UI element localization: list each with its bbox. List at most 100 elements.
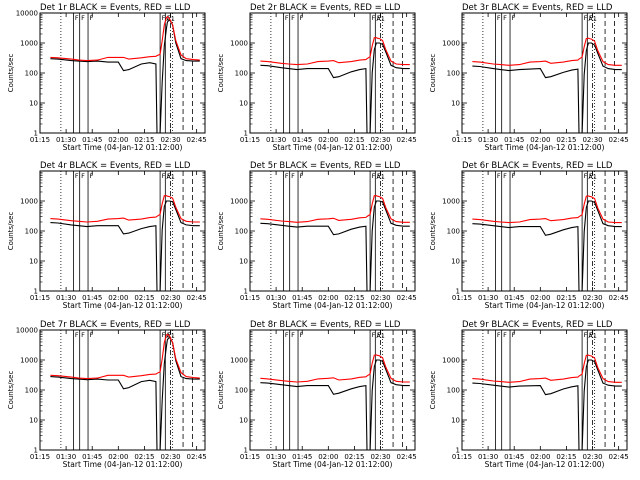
- y-tick-label: 10: [239, 100, 248, 108]
- flag-label: F: [589, 14, 593, 22]
- y-tick-label: 1: [34, 130, 38, 138]
- x-tick-label: 02:15: [134, 294, 154, 302]
- series-events-line: [260, 359, 410, 451]
- x-tick-label: 02:45: [397, 294, 417, 302]
- attenuator-label: A1: [166, 332, 175, 340]
- flag-label: F: [81, 14, 85, 22]
- y-tick-label: 100: [447, 387, 460, 395]
- x-tick-label: 02:00: [530, 294, 550, 302]
- x-tick-label: 02:00: [530, 453, 550, 461]
- flag-label: F: [497, 172, 501, 180]
- x-tick-label: 02:30: [582, 136, 602, 144]
- y-tick-label: 1: [456, 130, 460, 138]
- flag-label: F: [90, 14, 94, 22]
- panel-det-2: Det 2r BLACK = Events, RED = LLD 1 10 100 10…: [217, 3, 417, 152]
- plot-frame: [249, 12, 416, 134]
- flag-label: F: [291, 172, 295, 180]
- series-lld-line: [472, 37, 622, 66]
- series-lld-line: [50, 15, 200, 62]
- flag-label: F: [162, 331, 166, 339]
- y-tick-label: 1000: [442, 198, 460, 206]
- x-tick-label: 02:30: [370, 136, 390, 144]
- x-tick-label: 02:00: [318, 136, 338, 144]
- y-axis-label: Counts/sec: [217, 212, 225, 251]
- panel-title: Det 5r BLACK = Events, RED = LLD: [250, 161, 401, 171]
- flag-label: F: [285, 172, 289, 180]
- series-events-line: [472, 200, 622, 292]
- attenuator-label: A1: [376, 332, 385, 340]
- y-tick-label: 1000: [20, 198, 38, 206]
- series-lld-line: [260, 354, 410, 383]
- y-tick-label: 10: [451, 258, 460, 266]
- y-tick-label: 1000: [230, 357, 248, 365]
- series-events-line: [260, 200, 410, 292]
- x-tick-label: 02:45: [187, 294, 207, 302]
- x-tick-label: 01:30: [266, 136, 286, 144]
- flag-label: F: [372, 172, 376, 180]
- x-tick-label: 01:15: [240, 136, 260, 144]
- panel-title: Det 8r BLACK = Events, RED = LLD: [250, 320, 401, 330]
- flag-label: F: [377, 331, 381, 339]
- flag-label: F: [497, 14, 501, 22]
- plot-frame: [249, 329, 416, 451]
- flag-label: F: [75, 14, 79, 22]
- flag-label: F: [167, 172, 171, 180]
- flag-label: F: [162, 14, 166, 22]
- y-axis-label: Counts/sec: [7, 212, 15, 251]
- flag-label: F: [372, 14, 376, 22]
- x-tick-label: 02:15: [556, 136, 576, 144]
- x-tick-label: 02:45: [187, 453, 207, 461]
- y-tick-label: 1: [244, 447, 248, 455]
- x-tick-label: 01:30: [56, 453, 76, 461]
- plot-frame: [39, 170, 206, 292]
- x-tick-label: 02:45: [397, 453, 417, 461]
- y-tick-label: 100: [25, 228, 38, 236]
- flag-label: F: [285, 331, 289, 339]
- y-tick-label: 10: [239, 417, 248, 425]
- y-axis-label: Counts/sec: [217, 371, 225, 410]
- flag-label: F: [512, 172, 516, 180]
- attenuator-label: A1: [588, 15, 597, 23]
- y-tick-label: 1: [34, 288, 38, 296]
- series-lld-line: [472, 354, 622, 383]
- flag-label: F: [512, 14, 516, 22]
- y-tick-label: 1000: [442, 357, 460, 365]
- x-axis-label: Start Time (04-Jan-12 01:12:00): [63, 143, 183, 152]
- flag-label: F: [75, 331, 79, 339]
- y-tick-label: 100: [447, 228, 460, 236]
- x-axis-label: Start Time (04-Jan-12 01:12:00): [63, 460, 183, 469]
- series-lld-line: [472, 195, 622, 224]
- x-tick-label: 02:45: [609, 294, 629, 302]
- flag-label: F: [372, 331, 376, 339]
- panel-title: Det 6r BLACK = Events, RED = LLD: [462, 161, 613, 171]
- flag-label: F: [81, 172, 85, 180]
- y-tick-label: 100: [235, 70, 248, 78]
- y-tick-label: 1000: [20, 40, 38, 48]
- flag-label: F: [589, 331, 593, 339]
- x-tick-label: 02:45: [609, 453, 629, 461]
- attenuator-label: A1: [588, 332, 597, 340]
- flag-label: F: [300, 172, 304, 180]
- panel-title: Det 3r BLACK = Events, RED = LLD: [462, 3, 613, 13]
- y-tick-label: 1: [34, 447, 38, 455]
- x-tick-label: 01:15: [452, 136, 472, 144]
- flag-label: F: [503, 172, 507, 180]
- flag-label: F: [300, 331, 304, 339]
- y-tick-label: 1: [244, 288, 248, 296]
- panel-title: Det 4r BLACK = Events, RED = LLD: [40, 161, 191, 171]
- attenuator-label: A1: [376, 173, 385, 181]
- y-axis-label: Counts/sec: [7, 371, 15, 410]
- panel-det-9: Det 9r BLACK = Events, RED = LLD 1 10 100 10…: [429, 320, 629, 469]
- x-tick-label: 02:30: [160, 294, 180, 302]
- x-tick-label: 01:15: [240, 453, 260, 461]
- x-tick-label: 02:15: [344, 294, 364, 302]
- y-tick-label: 100: [25, 70, 38, 78]
- x-tick-label: 01:30: [56, 294, 76, 302]
- y-tick-label: 10: [29, 100, 38, 108]
- flag-label: F: [81, 331, 85, 339]
- x-tick-label: 02:15: [556, 453, 576, 461]
- panel-det-8: Det 8r BLACK = Events, RED = LLD 1 10 100 10…: [217, 320, 417, 469]
- x-tick-label: 01:30: [478, 136, 498, 144]
- y-axis-label: Counts/sec: [429, 54, 437, 93]
- series-lld-line: [50, 195, 200, 223]
